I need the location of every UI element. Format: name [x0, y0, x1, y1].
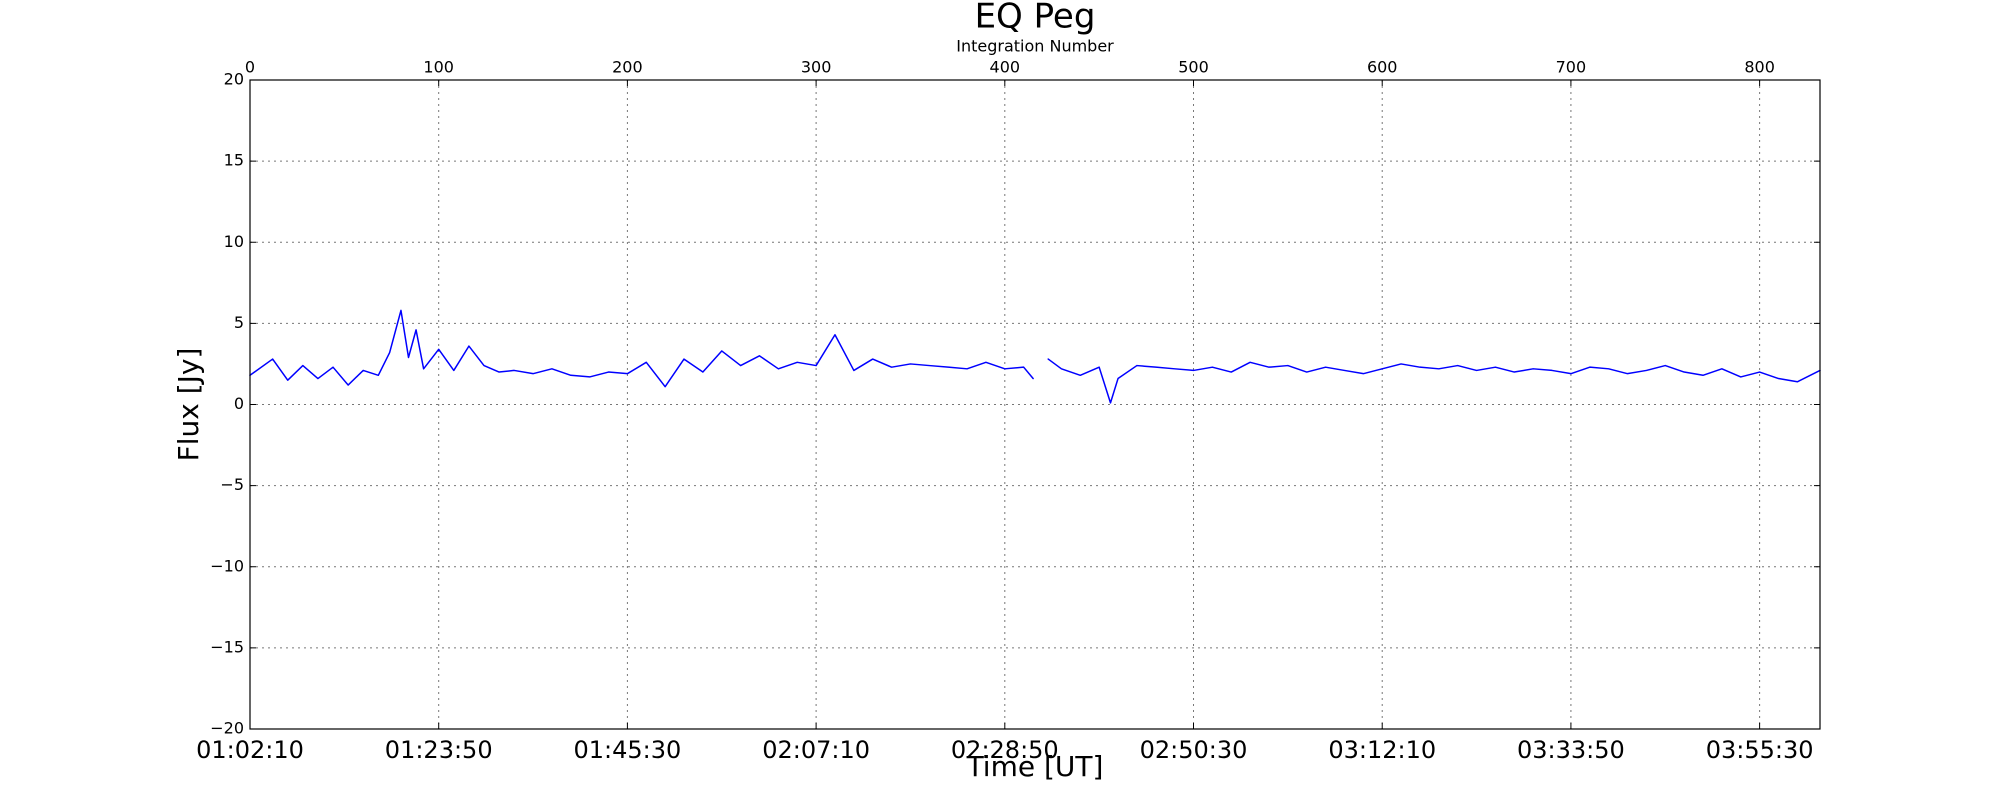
- x-tick-label: 02:50:30: [1140, 736, 1248, 764]
- plot-frame: [249, 79, 1821, 730]
- x-tick-label: 02:07:10: [762, 736, 870, 764]
- x-axis-label: Time [UT]: [966, 750, 1104, 783]
- flux-series-line: [1047, 358, 1821, 404]
- y-tick-label: −10: [210, 556, 244, 575]
- top-axis-label: Integration Number: [956, 37, 1114, 56]
- x-tick-label: 01:02:10: [196, 736, 304, 764]
- top-x-tick-label: 500: [1178, 58, 1209, 77]
- y-tick-label: 20: [224, 70, 244, 89]
- y-tick-label: 0: [234, 394, 244, 413]
- y-tick-label: −20: [210, 719, 244, 738]
- x-tick-label: 01:23:50: [385, 736, 493, 764]
- top-x-tick-label: 400: [990, 58, 1021, 77]
- y-tick-label: 15: [224, 151, 244, 170]
- y-tick-label: −15: [210, 637, 244, 656]
- y-tick-label: 10: [224, 232, 244, 251]
- x-tick-label: 03:55:30: [1706, 736, 1814, 764]
- chart-title: EQ Peg: [975, 0, 1096, 37]
- top-x-tick-label: 600: [1367, 58, 1398, 77]
- x-tick-label: 03:33:50: [1517, 736, 1625, 764]
- plot-layer: 01:02:10 01:23:50 01:45:30 02:07:10 02:28:50…: [172, 0, 1821, 783]
- y-tick-label: −5: [220, 475, 244, 494]
- x-tick-label: 03:12:10: [1328, 736, 1436, 764]
- top-x-tick-label: 800: [1744, 58, 1775, 77]
- x-tick-label: 01:45:30: [574, 736, 682, 764]
- x-tick-label: 02:28:50: [951, 736, 1059, 764]
- top-x-tick-label: 0: [245, 58, 255, 77]
- y-axis-label: Flux [Jy]: [172, 348, 205, 462]
- top-x-tick-label: 700: [1556, 58, 1587, 77]
- y-tick-label: 5: [234, 313, 244, 332]
- top-x-tick-label: 200: [612, 58, 643, 77]
- top-x-tick-label: 100: [423, 58, 454, 77]
- top-x-tick-label: 300: [801, 58, 832, 77]
- flux-series-line: [249, 309, 1034, 388]
